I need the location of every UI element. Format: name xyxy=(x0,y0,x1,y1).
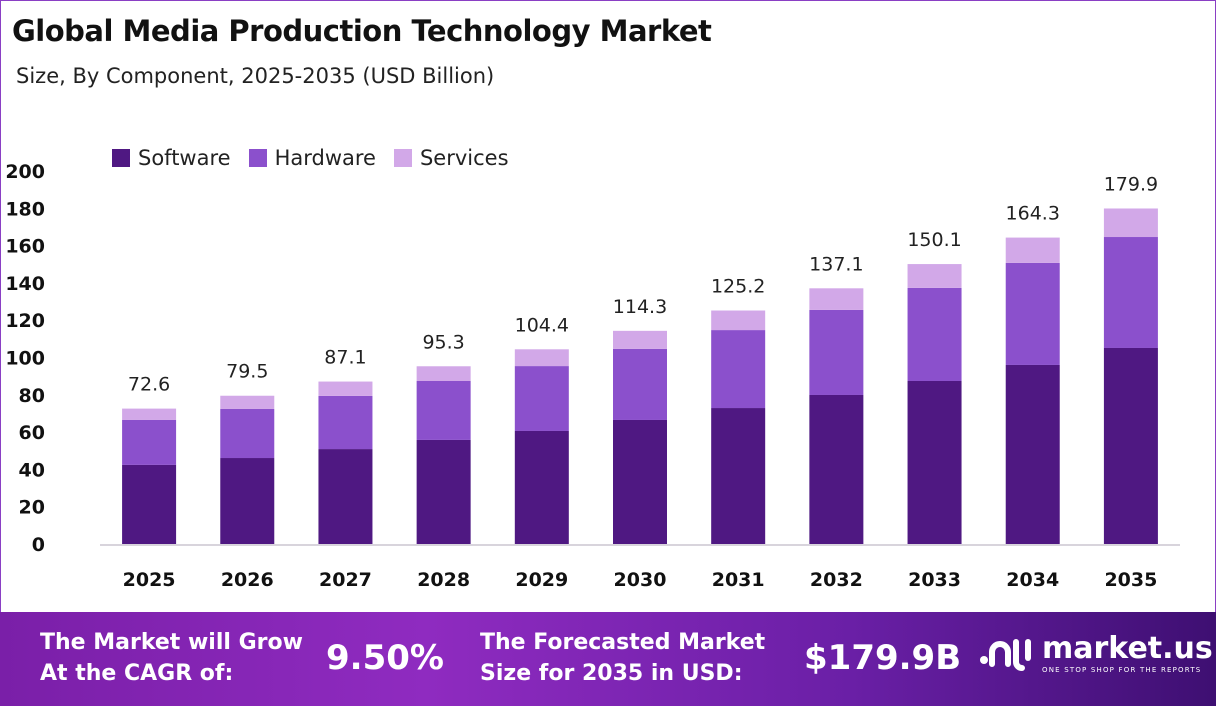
stacked-bar-chart: 0 20 40 60 80 100 120 140 160 180 200 72.6 2025 79.5 2… xyxy=(5,161,1180,591)
legend: Software Hardware Services xyxy=(112,146,509,170)
legend-item-services: Services xyxy=(393,146,509,170)
bar-segment-services-2025 xyxy=(122,408,177,420)
y-tick-label: 160 xyxy=(5,236,45,258)
bar-total-label: 125.2 xyxy=(711,276,765,298)
legend-label-hardware: Hardware xyxy=(274,146,376,170)
bar-total-label: 150.1 xyxy=(907,229,961,251)
x-tick-label: 2032 xyxy=(810,569,863,591)
x-tick-label: 2027 xyxy=(319,569,372,591)
logo-tagline: ONE STOP SHOP FOR THE REPORTS xyxy=(1042,666,1202,674)
legend-swatch-services xyxy=(393,149,412,167)
market-us-logo: market.us ONE STOP SHOP FOR THE REPORTS xyxy=(978,634,1213,674)
x-tick-label: 2030 xyxy=(614,569,667,591)
bar-segment-hardware-2027 xyxy=(318,395,373,450)
bar-total-label: 137.1 xyxy=(809,253,863,275)
bar-segment-services-2035 xyxy=(1103,208,1158,238)
bar-segment-software-2025 xyxy=(122,464,177,544)
bar-segment-software-2034 xyxy=(1005,364,1060,544)
bar-segment-hardware-2035 xyxy=(1103,237,1158,348)
y-tick-label: 20 xyxy=(19,497,45,519)
legend-item-hardware: Hardware xyxy=(248,146,376,170)
x-tick-label: 2033 xyxy=(908,569,961,591)
bar-segment-hardware-2026 xyxy=(220,408,275,459)
x-tick-label: 2028 xyxy=(417,569,470,591)
y-tick-label: 200 xyxy=(5,161,45,183)
bar-segment-services-2032 xyxy=(809,288,864,310)
bar-segment-hardware-2028 xyxy=(416,380,471,440)
bar-segment-software-2032 xyxy=(809,394,864,544)
cagr-label-line1: The Market will Grow xyxy=(40,630,303,655)
bar-total-label: 79.5 xyxy=(226,361,268,383)
chart-title: Global Media Production Technology Marke… xyxy=(12,14,712,48)
bar-segment-hardware-2025 xyxy=(122,419,177,465)
bar-segment-hardware-2029 xyxy=(514,366,569,431)
chart-subtitle: Size, By Component, 2025-2035 (USD Billi… xyxy=(16,64,495,88)
legend-label-software: Software xyxy=(138,146,231,170)
bar-total-label: 87.1 xyxy=(324,347,366,369)
bar-segment-services-2026 xyxy=(220,395,275,409)
bar-total-label: 104.4 xyxy=(515,314,569,336)
legend-label-services: Services xyxy=(419,146,509,170)
bar-total-label: 72.6 xyxy=(128,374,170,396)
y-tick-label: 180 xyxy=(5,198,45,220)
bar-segment-software-2027 xyxy=(318,449,373,544)
legend-item-software: Software xyxy=(112,146,231,170)
bar-segment-software-2029 xyxy=(514,430,569,544)
bar-total-label: 114.3 xyxy=(613,296,667,318)
x-tick-label: 2029 xyxy=(515,569,568,591)
bar-segment-services-2029 xyxy=(514,349,569,367)
x-tick-label: 2025 xyxy=(123,569,176,591)
bar-segment-software-2026 xyxy=(220,458,275,544)
bar-total-label: 95.3 xyxy=(422,331,464,353)
bar-segment-software-2035 xyxy=(1103,347,1158,544)
x-tick-label: 2034 xyxy=(1006,569,1059,591)
y-tick-label: 0 xyxy=(32,534,45,556)
bar-segment-services-2033 xyxy=(907,264,962,288)
bar-segment-software-2031 xyxy=(711,408,766,544)
cagr-label-line2: At the CAGR of: xyxy=(40,661,234,686)
legend-swatch-hardware xyxy=(248,149,267,167)
bar-segment-services-2028 xyxy=(416,366,471,381)
y-tick-label: 80 xyxy=(19,385,45,407)
legend-swatch-software xyxy=(112,149,130,167)
y-tick-label: 100 xyxy=(5,348,45,370)
forecast-label-line2: Size for 2035 in USD: xyxy=(480,661,743,686)
market-us-logo-icon xyxy=(980,639,1031,671)
bar-segment-hardware-2031 xyxy=(711,330,766,409)
x-tick-label: 2031 xyxy=(712,569,765,591)
bar-segment-software-2030 xyxy=(613,419,667,544)
y-tick-label: 40 xyxy=(19,459,45,481)
forecast-value: $179.9B xyxy=(804,638,962,678)
bar-segment-hardware-2032 xyxy=(809,309,864,395)
cagr-value: 9.50% xyxy=(326,638,444,678)
bar-segment-hardware-2030 xyxy=(613,348,667,420)
x-tick-label: 2026 xyxy=(221,569,274,591)
cagr-label: The Market will Grow At the CAGR of: xyxy=(40,627,303,689)
y-tick-label: 60 xyxy=(19,422,45,444)
summary-banner: The Market will Grow At the CAGR of: 9.5… xyxy=(0,612,1216,706)
bar-segment-hardware-2034 xyxy=(1005,262,1060,365)
bar-total-label: 179.9 xyxy=(1104,173,1158,195)
forecast-label-line1: The Forecasted Market xyxy=(480,630,766,655)
x-tick-label: 2035 xyxy=(1104,569,1157,591)
bar-total-label: 164.3 xyxy=(1006,203,1060,225)
bar-segment-services-2030 xyxy=(613,330,667,349)
logo-name: market.us xyxy=(1042,631,1213,666)
bar-segment-software-2028 xyxy=(416,439,471,544)
y-tick-label: 120 xyxy=(5,310,45,332)
bar-segment-services-2031 xyxy=(711,310,766,331)
bar-segment-hardware-2033 xyxy=(907,287,962,381)
forecast-label: The Forecasted Market Size for 2035 in U… xyxy=(480,627,765,689)
bar-segment-software-2033 xyxy=(907,380,962,544)
y-tick-label: 140 xyxy=(5,273,45,295)
bar-segment-services-2034 xyxy=(1005,237,1060,263)
bar-segment-services-2027 xyxy=(318,381,373,396)
